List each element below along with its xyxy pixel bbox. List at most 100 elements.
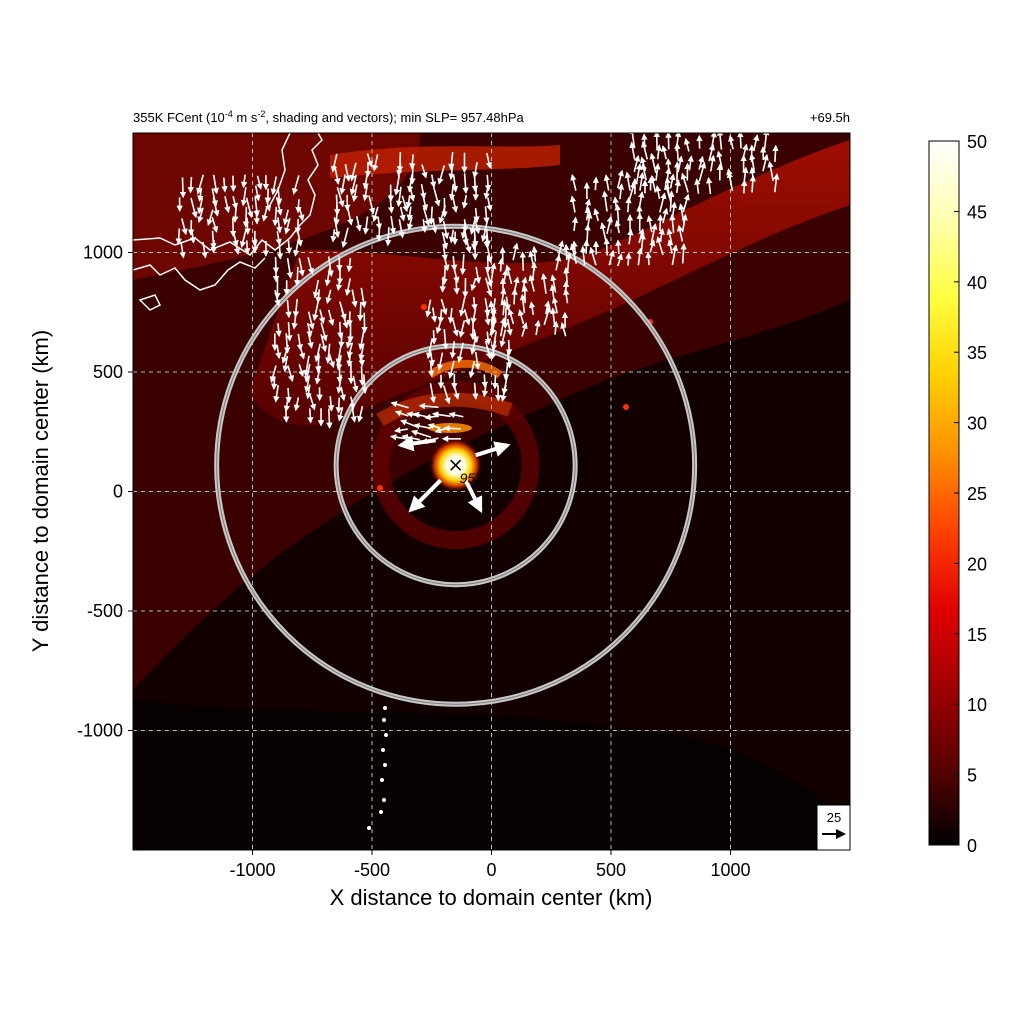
vector-arrow — [614, 219, 621, 234]
vector-arrow — [728, 134, 735, 150]
vector-arrow — [337, 407, 344, 422]
vector-arrow — [437, 309, 445, 324]
x-tick-label: 0 — [486, 860, 496, 880]
vector-arrow — [569, 195, 577, 213]
vector-arrow — [683, 137, 691, 152]
vector-arrow — [351, 289, 358, 308]
vector-arrow — [341, 227, 349, 249]
vector-arrow — [680, 172, 689, 193]
vector-arrow — [315, 353, 322, 373]
vector-arrow — [544, 300, 551, 315]
vector-arrow — [333, 194, 341, 216]
vector-arrow — [565, 252, 573, 274]
shading-spot — [421, 304, 427, 310]
vector-arrow — [458, 320, 466, 338]
vector-arrow — [362, 216, 370, 235]
vector-arrow — [506, 318, 513, 336]
vector-arrow — [463, 309, 471, 326]
vector-arrow — [659, 192, 667, 213]
colorbar-tick-label: 35 — [967, 343, 987, 363]
time-label: +69.5h — [810, 110, 850, 125]
y-axis-label: Y distance to domain center (km) — [28, 330, 53, 652]
island-dot — [381, 748, 385, 752]
vector-arrow — [449, 341, 457, 359]
vector-arrow — [589, 246, 597, 266]
vector-arrow — [394, 410, 409, 417]
vector-arrow — [358, 365, 366, 387]
vector-arrow — [298, 364, 305, 378]
vector-arrow — [429, 383, 437, 404]
vector-arrow — [326, 408, 333, 430]
vector-arrow — [550, 274, 557, 293]
vector-arrow — [357, 302, 364, 322]
vector-arrow — [358, 331, 365, 351]
colorbar: 0 5 10 15 20 25 30 35 40 45 50 — [928, 132, 987, 856]
vector-arrow — [346, 258, 353, 273]
vector-arrow — [552, 320, 559, 335]
coastline-segment — [133, 257, 266, 291]
vector-arrow — [616, 253, 623, 267]
vector-arrow — [474, 220, 481, 235]
reference-vector-box: 25 — [816, 804, 851, 851]
vector-arrow — [394, 427, 408, 434]
vector-arrow — [242, 206, 250, 228]
y-tick-label: 0 — [113, 482, 123, 502]
vector-arrow — [668, 190, 675, 212]
shading-spot — [623, 404, 629, 410]
vector-arrow — [327, 309, 335, 326]
vector-arrow — [654, 184, 662, 200]
x-tick-label: 500 — [596, 860, 626, 880]
vector-arrow — [674, 133, 682, 152]
colorbar-tick-label: 40 — [967, 273, 987, 293]
vector-arrow — [599, 222, 608, 243]
vector-arrow — [447, 360, 455, 379]
vector-arrow — [749, 166, 756, 181]
vector-arrow — [563, 243, 570, 261]
vector-arrow — [201, 241, 208, 259]
vector-arrow — [517, 309, 525, 325]
vector-arrow — [502, 269, 509, 284]
vector-arrow — [635, 163, 643, 183]
vector-arrow — [612, 196, 619, 210]
vector-arrow — [470, 308, 477, 325]
vector-arrow — [627, 228, 634, 245]
vector-arrow — [633, 154, 641, 173]
vector-arrow — [505, 264, 513, 285]
vector-arrow — [461, 194, 469, 209]
center-marker — [450, 459, 462, 471]
vector-arrow — [563, 266, 570, 283]
vector-arrow — [296, 333, 304, 351]
vector-arrow — [682, 193, 690, 213]
vector-arrow — [291, 175, 300, 195]
vector-arrow — [645, 251, 652, 266]
vector-arrow — [211, 217, 219, 233]
vector-arrow — [270, 176, 278, 196]
vector-arrow — [336, 187, 345, 208]
island-dot — [383, 763, 387, 767]
vector-arrow — [273, 384, 280, 403]
vector-arrow — [560, 322, 567, 337]
vector-arrow — [483, 234, 490, 249]
vector-arrow — [486, 197, 493, 212]
vector-arrow — [504, 296, 511, 312]
vector-arrow — [505, 340, 513, 356]
vector-arrow — [742, 143, 749, 160]
vector-arrow — [443, 425, 461, 432]
vector-arrow — [325, 289, 332, 304]
vector-arrow — [462, 173, 469, 194]
shading-band — [250, 140, 850, 426]
vector-arrow — [540, 272, 548, 294]
vector-arrow — [430, 307, 438, 323]
vector-arrow — [399, 206, 406, 222]
x-axis-label: X distance to domain center (km) — [330, 885, 653, 910]
vector-arrow — [286, 322, 293, 342]
vector-arrow — [425, 299, 432, 318]
vector-arrow — [481, 374, 488, 389]
vector-arrow — [307, 311, 315, 330]
vector-arrow — [229, 218, 237, 238]
vector-arrow — [245, 197, 254, 219]
vector-arrow — [295, 199, 302, 214]
vector-arrow — [337, 321, 344, 339]
vector-arrow — [661, 145, 668, 160]
vector-arrow — [196, 174, 205, 195]
